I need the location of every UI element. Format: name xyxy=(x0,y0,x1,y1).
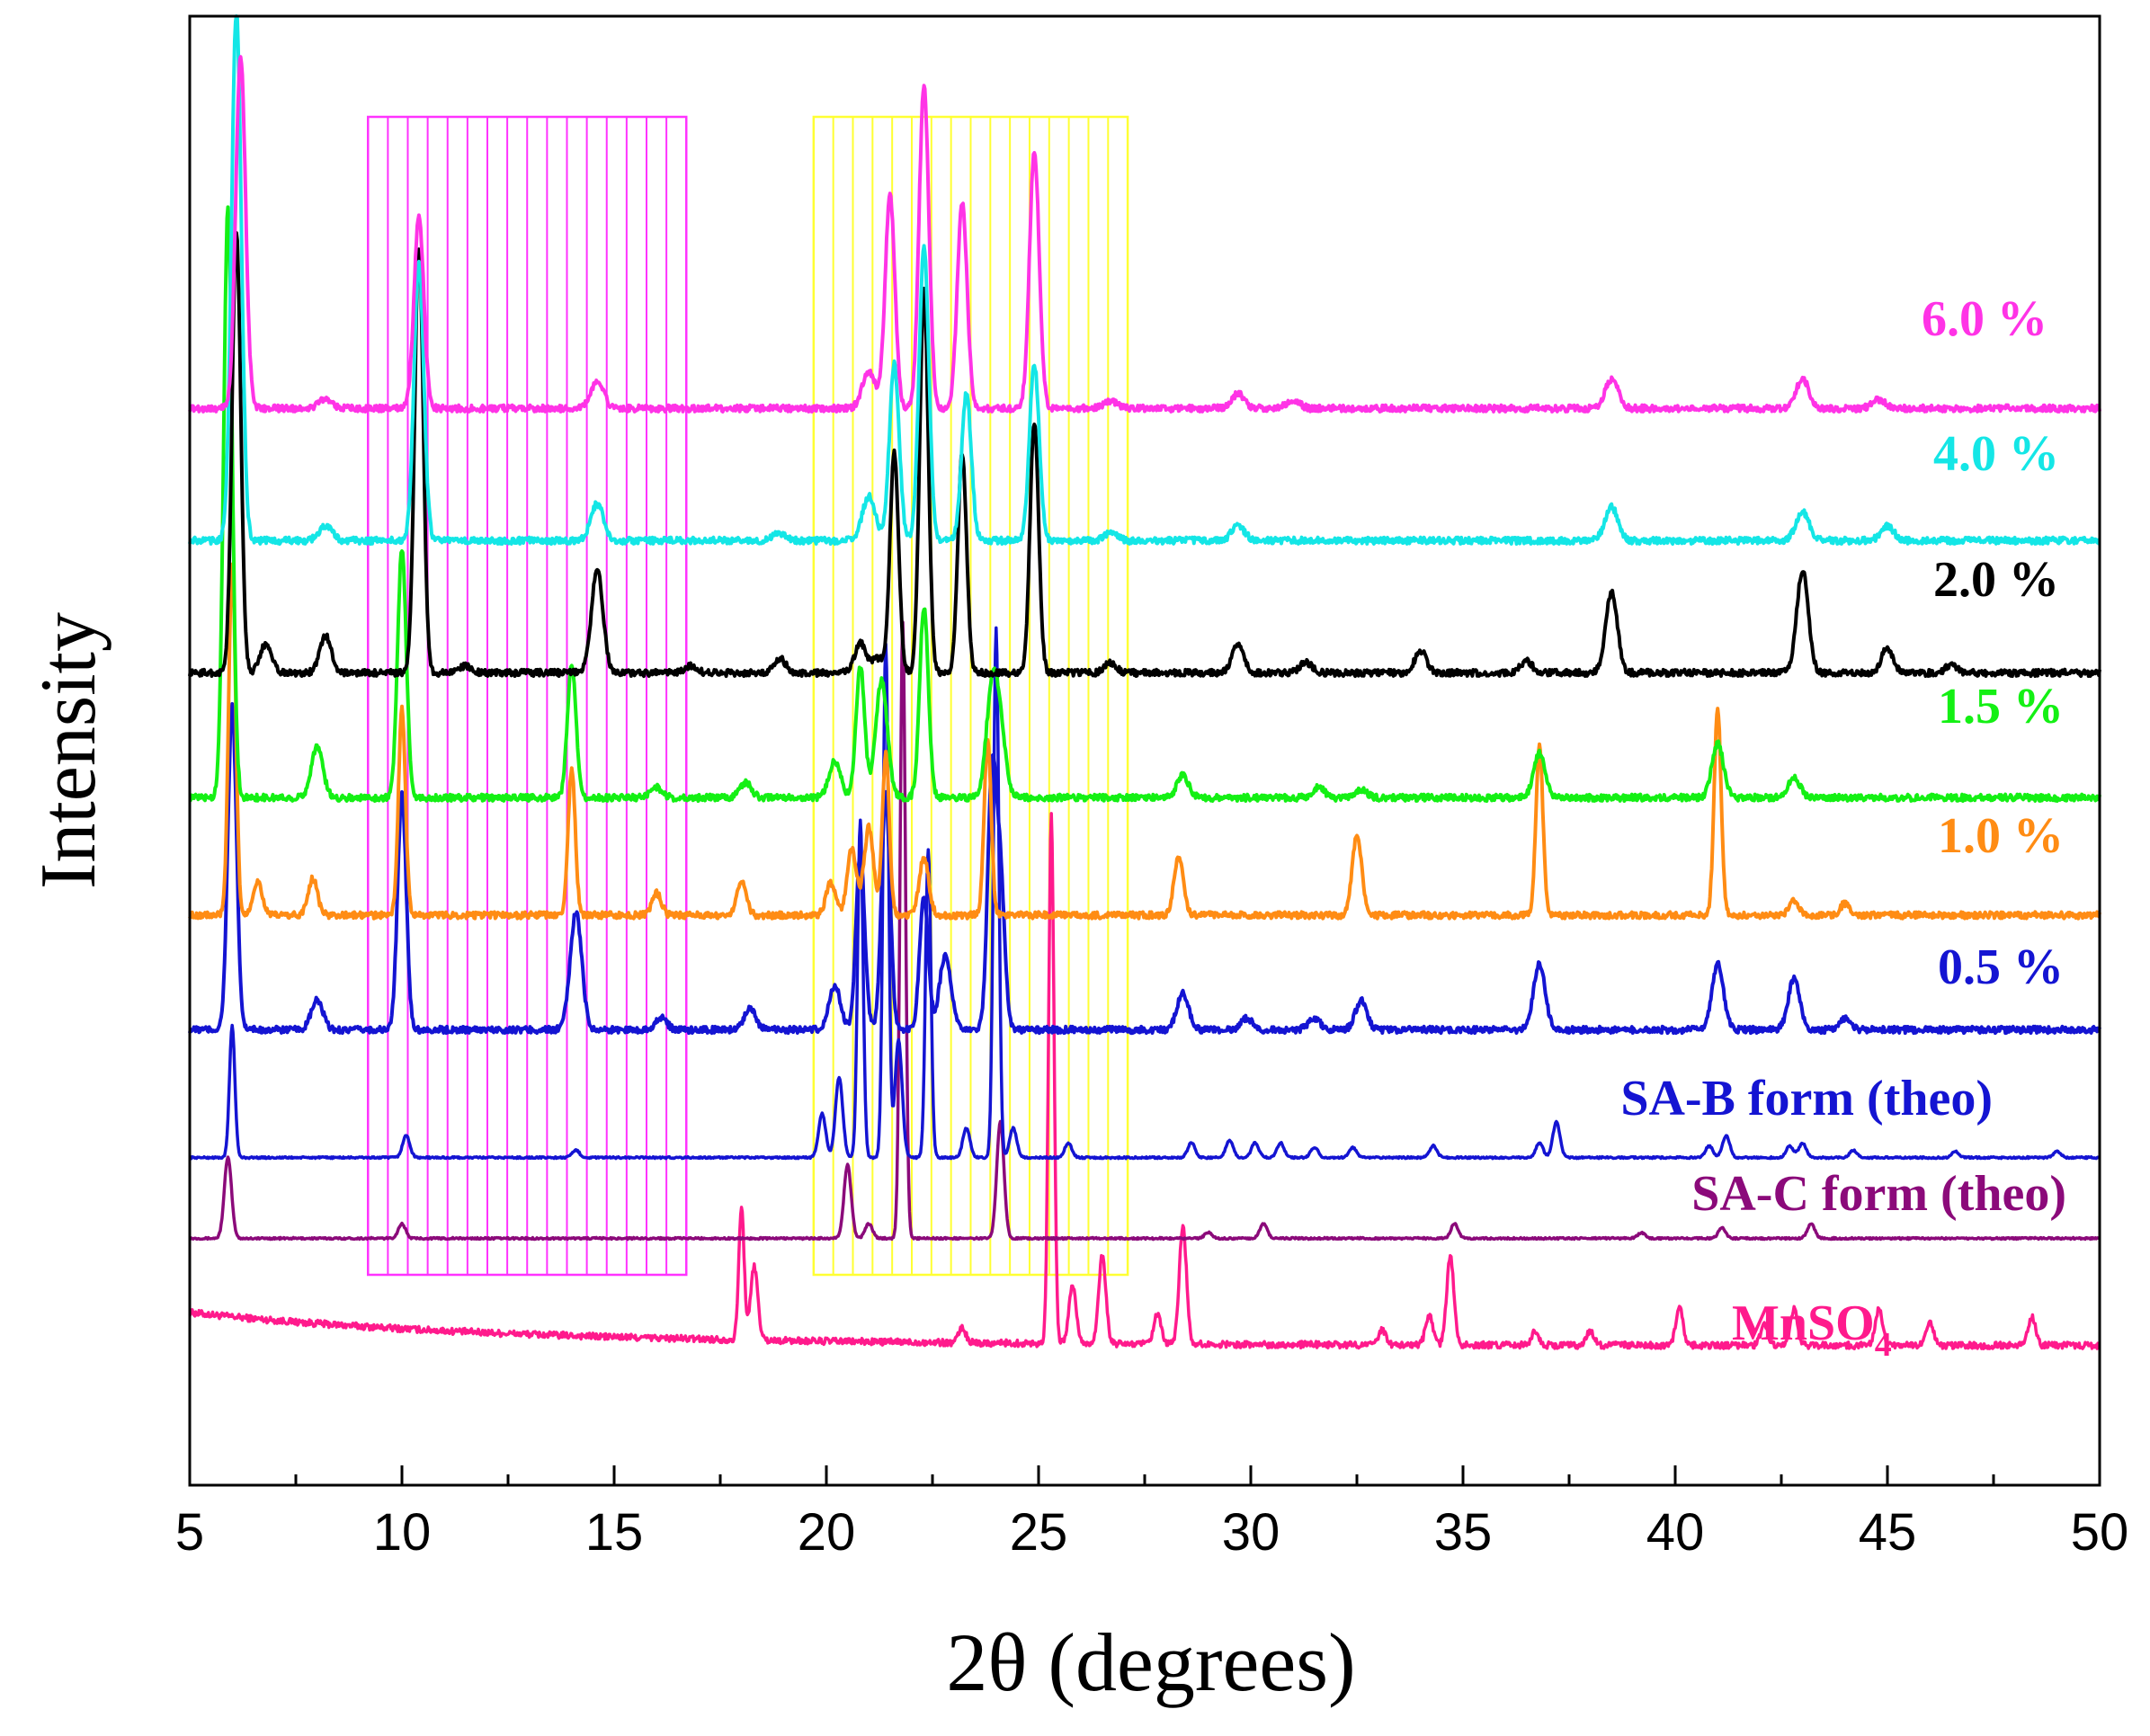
series-line-0 xyxy=(188,812,2101,1350)
x-tick-label: 20 xyxy=(798,1503,856,1562)
series-labels: MnSO4 SA-C form (theo) SA-B form (theo) 0.5… xyxy=(1620,291,2066,1364)
x-tick-label: 50 xyxy=(2071,1503,2129,1562)
series-line-4 xyxy=(188,562,2101,921)
x-axis-title: 2θ (degrees) xyxy=(946,1616,1355,1708)
x-tick-label: 30 xyxy=(1222,1503,1280,1562)
series-line-1 xyxy=(189,620,2101,1242)
series-label-7: 4.0 % xyxy=(1933,426,2059,482)
series-label-5: 1.5 % xyxy=(1938,679,2064,734)
x-tick-label: 5 xyxy=(175,1503,204,1562)
x-tick-label: 45 xyxy=(1859,1503,1917,1562)
series-line-6 xyxy=(188,231,2101,679)
x-tick-label: 10 xyxy=(373,1503,432,1562)
x-tick-label: 15 xyxy=(585,1503,644,1562)
x-tick-label: 25 xyxy=(1010,1503,1068,1562)
x-tick-label: 40 xyxy=(1646,1503,1705,1562)
series-line-3 xyxy=(188,702,2101,1036)
magenta-region xyxy=(366,115,688,1277)
series-label-3: 0.5 % xyxy=(1938,939,2064,995)
series-line-7 xyxy=(188,14,2101,546)
x-tick-label: 35 xyxy=(1434,1503,1493,1562)
series-label-1: SA-C form (theo) xyxy=(1691,1166,2066,1222)
series-layer xyxy=(188,14,2101,1350)
series-label-4: 1.0 % xyxy=(1938,808,2064,864)
series-label-8: 6.0 % xyxy=(1922,291,2047,347)
series-line-2 xyxy=(188,626,2101,1161)
series-label-2: SA-B form (theo) xyxy=(1620,1071,1993,1126)
y-axis-title: Intensity xyxy=(25,612,112,889)
series-line-5 xyxy=(188,205,2101,803)
series-line-8 xyxy=(188,55,2101,414)
x-ticks: 5 10 15 20 25 30 35 40 45 50 xyxy=(175,1465,2128,1562)
series-label-6: 2.0 % xyxy=(1933,552,2059,608)
series-label-0: MnSO4 xyxy=(1732,1295,1892,1364)
